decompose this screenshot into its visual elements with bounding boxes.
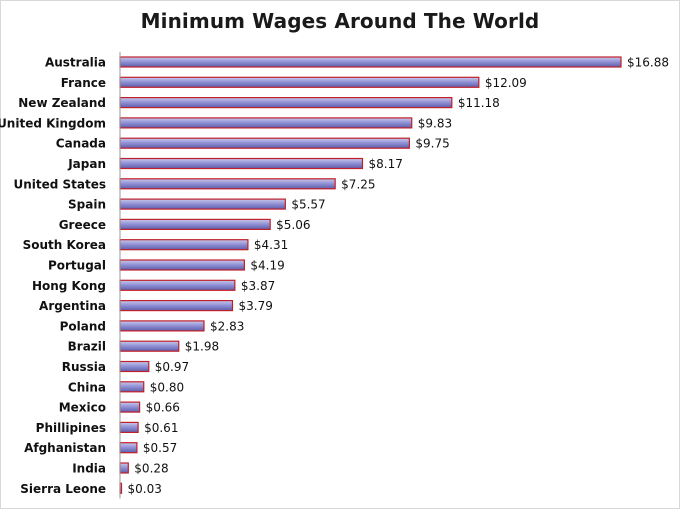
bar-canada <box>119 137 410 149</box>
value-label-greece: $5.06 <box>276 218 310 232</box>
value-label-argentina: $3.79 <box>238 299 272 313</box>
bar-united-kingdom <box>119 117 413 129</box>
value-label-phillipines: $0.61 <box>144 421 178 435</box>
bar-japan <box>119 157 364 170</box>
bar-spain <box>119 198 286 210</box>
bar-greece <box>119 218 271 230</box>
category-label-australia: Australia <box>45 56 106 70</box>
bar-united-states <box>119 178 336 190</box>
value-label-hong-kong: $3.87 <box>241 279 275 293</box>
chart-title: Minimum Wages Around The World <box>140 9 540 33</box>
bar-australia <box>119 56 622 68</box>
value-label-russia: $0.97 <box>155 360 189 374</box>
bar-mexico <box>119 401 141 413</box>
category-label-sierra-leone: Sierra Leone <box>20 482 106 496</box>
value-label-brazil: $1.98 <box>185 340 219 354</box>
category-label-united-kingdom: United Kingdom <box>0 116 106 130</box>
bar-afghanistan <box>119 442 138 454</box>
value-label-australia: $16.88 <box>627 56 669 70</box>
category-label-spain: Spain <box>68 198 106 212</box>
bar-argentina <box>119 300 234 312</box>
category-label-mexico: Mexico <box>59 401 106 415</box>
bar-brazil <box>119 340 180 352</box>
value-label-france: $12.09 <box>485 76 527 90</box>
category-label-india: India <box>72 462 106 476</box>
category-label-afghanistan: Afghanistan <box>24 441 106 455</box>
category-label-poland: Poland <box>60 319 106 333</box>
value-label-new-zealand: $11.18 <box>458 96 500 110</box>
value-label-mexico: $0.66 <box>146 401 180 415</box>
value-label-south-korea: $4.31 <box>254 238 288 252</box>
category-label-portugal: Portugal <box>48 259 106 273</box>
category-label-phillipines: Phillipines <box>36 421 106 435</box>
category-label-hong-kong: Hong Kong <box>32 279 106 293</box>
bar-russia <box>119 360 150 373</box>
bar-portugal <box>119 259 245 271</box>
bar-new-zealand <box>119 96 453 109</box>
value-label-united-kingdom: $9.83 <box>418 116 452 130</box>
bar-hong-kong <box>119 279 236 291</box>
category-label-russia: Russia <box>62 360 106 374</box>
labels-layer: Australia $16.88 France $12.09 New Zealand $1… <box>0 56 669 496</box>
bar-china <box>119 381 145 393</box>
bar-france <box>119 76 480 88</box>
value-label-japan: $8.17 <box>368 157 402 171</box>
bar-south-korea <box>119 239 249 251</box>
value-label-afghanistan: $0.57 <box>143 441 177 455</box>
bar-india <box>119 462 129 474</box>
bar-poland <box>119 320 205 332</box>
bar-phillipines <box>119 421 139 433</box>
category-label-united-states: United States <box>13 177 106 191</box>
value-label-india: $0.28 <box>134 462 168 476</box>
bars-layer <box>119 56 622 494</box>
value-label-spain: $5.57 <box>291 198 325 212</box>
value-label-united-states: $7.25 <box>341 177 375 191</box>
value-label-portugal: $4.19 <box>250 259 284 273</box>
value-label-canada: $9.75 <box>415 137 449 151</box>
value-label-sierra-leone: $0.03 <box>128 482 162 496</box>
category-label-greece: Greece <box>59 218 106 232</box>
category-label-china: China <box>68 380 106 394</box>
category-label-japan: Japan <box>67 157 106 171</box>
category-label-argentina: Argentina <box>39 299 106 313</box>
category-label-new-zealand: New Zealand <box>18 96 106 110</box>
category-label-france: France <box>61 76 106 90</box>
value-label-poland: $2.83 <box>210 319 244 333</box>
category-label-brazil: Brazil <box>68 340 106 354</box>
category-label-canada: Canada <box>56 137 106 151</box>
category-label-south-korea: South Korea <box>23 238 106 252</box>
value-label-china: $0.80 <box>150 380 184 394</box>
